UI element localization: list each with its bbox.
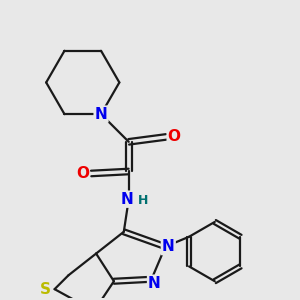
- Text: O: O: [168, 129, 181, 144]
- Text: S: S: [40, 282, 51, 297]
- Text: N: N: [120, 192, 133, 207]
- Text: N: N: [95, 106, 107, 122]
- Text: N: N: [162, 239, 175, 254]
- Text: N: N: [148, 276, 161, 291]
- Text: O: O: [76, 166, 89, 181]
- Text: H: H: [137, 194, 148, 207]
